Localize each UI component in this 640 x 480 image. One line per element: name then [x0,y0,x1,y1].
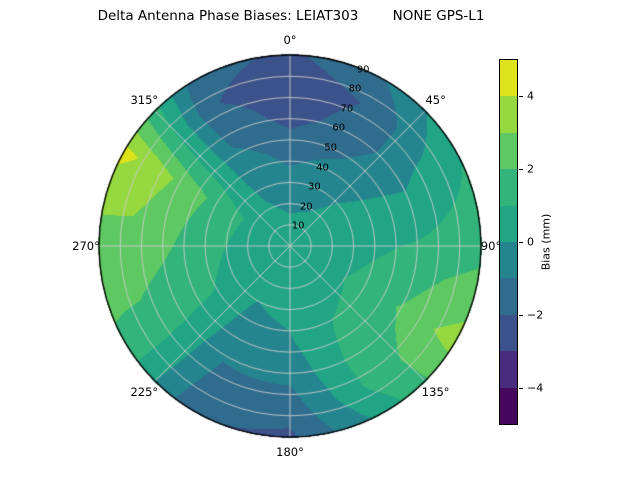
colorbar-band [500,351,517,388]
colorbar-axis-label: Bias (mm) [539,213,553,271]
colorbar-band [500,314,517,352]
angular-tick-label: 180° [276,445,304,459]
colorbar-tick-mark [519,168,523,170]
colorbar-tick-mark [519,315,523,317]
colorbar-band [500,387,517,425]
colorbar-band [500,169,517,206]
angular-tick-label: 225° [130,384,159,399]
colorbar-tick-label: 2 [527,162,534,176]
chart-title: Delta Antenna Phase Biases: LEIAT303 NON… [97,8,485,24]
radial-tick-label: 20 [299,201,313,213]
colorbar-band [500,132,517,170]
colorbar-tick-mark [519,95,523,97]
colorbar-band [500,242,517,279]
colorbar-tick-mark [519,242,523,243]
radial-tick-label: 50 [324,142,337,154]
colorbar-band [500,278,517,315]
colorbar [499,59,518,425]
angular-tick-label: 0° [283,33,297,47]
angular-tick-label: 135° [421,384,450,399]
radial-tick-label: 10 [291,220,305,232]
colorbar-tick-mark [519,388,523,390]
radial-tick-label: 80 [348,83,362,95]
colorbar-tick-label: −4 [527,381,544,395]
radial-tick-label: 60 [332,122,346,134]
radial-tick-label: 90 [356,64,370,76]
colorbar-band [500,96,517,133]
colorbar-band [500,60,517,97]
colorbar-tick-label: −2 [527,308,544,322]
polar-contour-canvas [97,53,483,439]
radial-tick-label: 30 [307,181,321,193]
angular-tick-label: 90° [480,239,502,253]
radial-tick-label: 40 [316,162,329,174]
radial-tick-label: 70 [340,103,354,115]
polar-plot: 0° 45° 90° 135° 180° 225° 270° 315° 10 20 30 40 50 60… [72,33,501,459]
colorbar-ticks: 4 2 0 −2 −4 [519,59,564,425]
angular-tick-label: 270° [72,239,100,253]
angular-tick-label: 45° [425,93,446,108]
colorbar-band [500,205,517,243]
colorbar-tick-label: 4 [527,89,534,103]
angular-tick-label: 315° [130,93,159,108]
colorbar-tick-label: 0 [527,235,534,249]
